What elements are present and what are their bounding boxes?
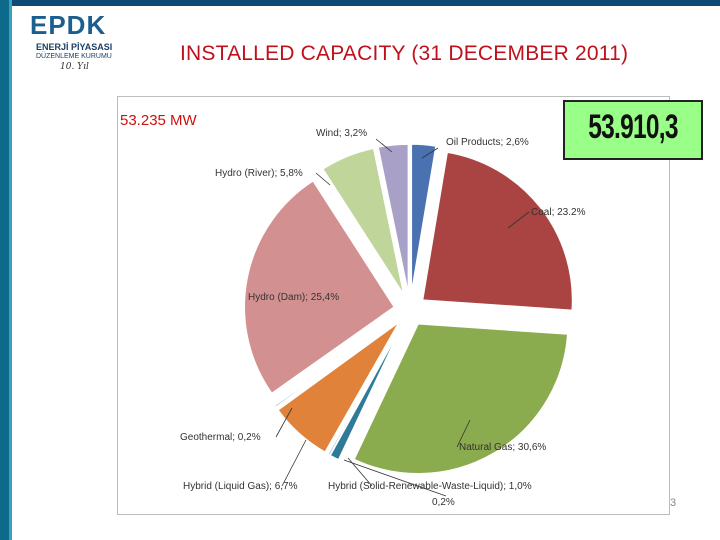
slice-label: Hybrid (Solid-Renewable-Waste-Liquid); 1… xyxy=(328,481,532,492)
left-accent-bar-light xyxy=(9,0,12,540)
slice-label: Oil Products; 2,6% xyxy=(446,137,529,148)
leader-line xyxy=(375,138,393,153)
page-number: 3 xyxy=(670,497,677,509)
slice-label: 0,2% xyxy=(432,497,455,508)
slide-title: INSTALLED CAPACITY (31 DECEMBER 2011) xyxy=(180,42,629,65)
left-accent-bar xyxy=(0,0,9,540)
pie-slice xyxy=(377,143,410,295)
epdk-logo: EPDK ENERJİ PİYASASI DÜZENLEME KURUMU 10… xyxy=(14,8,144,74)
capacity-label: 53.235 MW xyxy=(120,112,197,129)
slice-label: Wind; 3,2% xyxy=(316,128,367,139)
top-bar xyxy=(0,0,720,6)
leader-line xyxy=(421,147,439,159)
slice-label: Hydro (River); 5,8% xyxy=(215,168,303,179)
leader-line xyxy=(275,407,293,438)
pie-slice xyxy=(421,151,574,312)
leader-line xyxy=(315,172,331,186)
slice-label: Hybrid (Liquid Gas); 6,7% xyxy=(183,481,298,492)
logo-line-1: ENERJİ PİYASASI xyxy=(36,42,113,52)
pie-slice xyxy=(273,318,398,409)
leader-line xyxy=(343,459,447,497)
slice-label: Coal; 23.2% xyxy=(531,207,586,218)
logo-line-2: DÜZENLEME KURUMU xyxy=(36,53,112,60)
slice-label: Geothermal; 0,2% xyxy=(180,432,261,443)
pie-slice xyxy=(243,179,396,395)
pie-slice xyxy=(321,147,405,296)
pie-slice xyxy=(276,321,400,454)
leader-line xyxy=(456,419,471,448)
slice-label: Natural Gas; 30,6% xyxy=(459,442,546,453)
total-capacity-value: 53.910,3 xyxy=(588,108,678,146)
logo-mark: EPDK xyxy=(30,10,107,40)
pie-slice xyxy=(352,323,569,475)
slice-label: Hydro (Dam); 25,4% xyxy=(248,292,339,303)
logo-signature: 10. Yıl xyxy=(60,62,89,72)
leader-line xyxy=(281,439,307,487)
pie-slice xyxy=(410,143,437,295)
leader-line xyxy=(507,211,530,229)
pie-slice xyxy=(326,323,403,457)
total-capacity-box: 53.910,3 xyxy=(563,100,703,160)
